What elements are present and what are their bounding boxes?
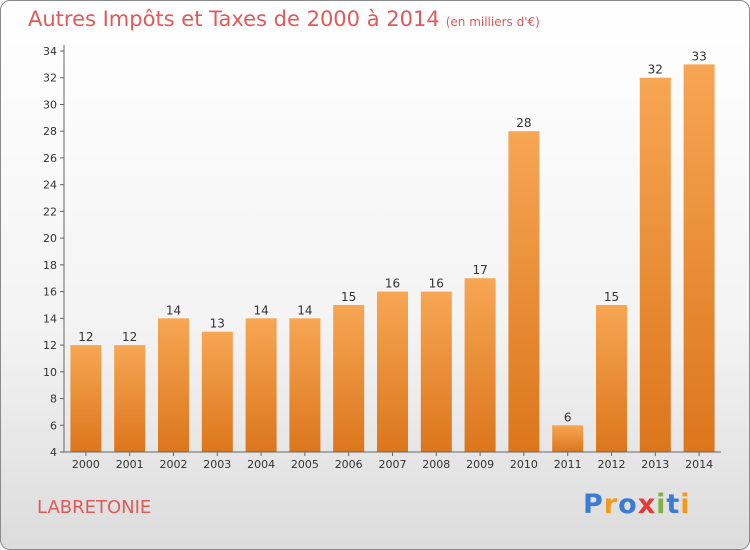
data-label: 15 (604, 290, 619, 304)
data-label: 14 (253, 303, 268, 317)
bar-2008 (420, 291, 452, 452)
y-tick-label: 10 (43, 366, 57, 379)
y-tick-label: 8 (50, 393, 57, 406)
commune-name: LABRETONIE (37, 497, 152, 518)
proxiti-logo: Proxiti (583, 489, 691, 520)
y-tick-label: 32 (43, 72, 57, 85)
bar-2005 (289, 318, 321, 452)
data-label: 14 (297, 303, 312, 317)
bar-2002 (158, 318, 189, 452)
y-tick-label: 28 (43, 125, 57, 138)
bar-2007 (377, 291, 408, 452)
data-label: 16 (429, 277, 444, 291)
data-label: 28 (516, 116, 531, 130)
x-tick-label: 2002 (160, 458, 188, 471)
bar-2010 (508, 131, 540, 452)
y-tick-label: 16 (43, 286, 57, 299)
bar-2014 (683, 64, 715, 452)
x-tick-label: 2008 (422, 458, 450, 471)
x-tick-label: 2004 (247, 458, 275, 471)
bar-2012 (596, 304, 627, 452)
data-label: 6 (564, 410, 572, 424)
x-tick-label: 2003 (203, 458, 231, 471)
bar-2000 (70, 345, 102, 452)
y-tick-label: 14 (43, 312, 57, 325)
y-tick-label: 12 (43, 339, 57, 352)
chart-title-text: Autres Impôts et Taxes de 2000 à 2014 (28, 7, 440, 31)
bar-2003 (201, 331, 233, 452)
data-label: 16 (385, 277, 400, 291)
bar-2001 (114, 345, 146, 452)
data-label: 13 (210, 317, 225, 331)
y-tick-label: 4 (50, 446, 57, 459)
bar-2006 (333, 304, 365, 452)
y-tick-label: 34 (43, 45, 57, 58)
chart-title: Autres Impôts et Taxes de 2000 à 2014 (en… (28, 7, 540, 31)
x-tick-label: 2009 (466, 458, 494, 471)
y-tick-label: 22 (43, 205, 57, 218)
data-label: 17 (472, 263, 487, 277)
chart-unit: (en milliers d'€) (445, 15, 540, 29)
y-tick-label: 6 (50, 419, 57, 432)
y-tick-label: 26 (43, 152, 57, 165)
x-tick-label: 2005 (291, 458, 319, 471)
y-tick-label: 24 (43, 179, 57, 192)
bar-2009 (464, 278, 496, 452)
x-tick-label: 2006 (335, 458, 363, 471)
bar-2004 (245, 318, 277, 452)
data-label: 33 (691, 49, 706, 63)
x-tick-label: 2012 (598, 458, 626, 471)
data-label: 14 (166, 303, 181, 317)
x-tick-label: 2007 (379, 458, 407, 471)
bar-2013 (639, 77, 671, 452)
x-tick-label: 2013 (641, 458, 669, 471)
data-label: 12 (122, 330, 137, 344)
x-tick-label: 2000 (72, 458, 100, 471)
data-label: 15 (341, 290, 356, 304)
bar-chart: 4 6 8 10 12 14 16 18 20 22 24 26 28 30 32 34 12 12 14 13 14… (43, 45, 721, 471)
y-tick-label: 30 (43, 98, 57, 111)
x-tick-label: 2011 (554, 458, 582, 471)
x-tick-label: 2001 (116, 458, 144, 471)
x-tick-label: 2010 (510, 458, 538, 471)
data-label: 32 (648, 63, 663, 77)
y-tick-label: 20 (43, 232, 57, 245)
x-tick-label: 2014 (685, 458, 713, 471)
data-label: 12 (78, 330, 93, 344)
bar-2011 (552, 425, 584, 452)
y-tick-label: 18 (43, 259, 57, 272)
